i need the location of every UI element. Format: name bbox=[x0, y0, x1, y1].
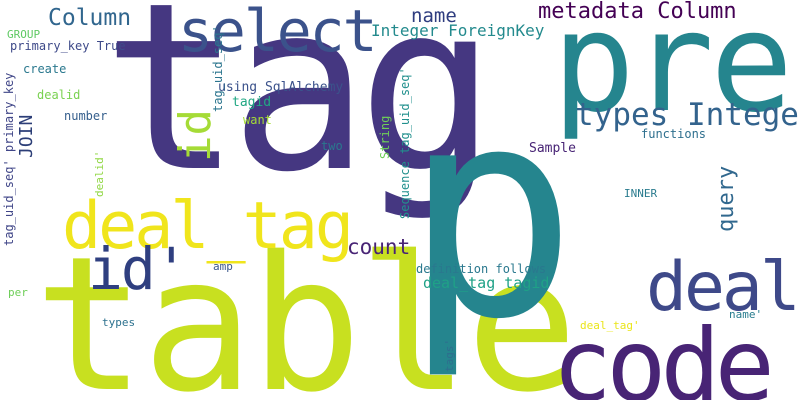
word-string: String bbox=[378, 115, 392, 159]
word-tags-quote: tags' bbox=[443, 338, 456, 372]
word-metadata-column: metadata Column bbox=[538, 0, 737, 24]
word-using-sqlalchemy: using SqlAlchemy bbox=[218, 80, 344, 95]
word-inner: INNER bbox=[624, 187, 658, 200]
word-primary-key-true: primary_key True bbox=[10, 39, 126, 53]
word-deal-tag-tagid: deal_tag tagid bbox=[423, 274, 550, 292]
word-deal-tag: deal_tag bbox=[62, 189, 354, 264]
word-id-quote: id' bbox=[88, 235, 189, 303]
word-tag-uid-seq-primary-key: tag_uid_seq' primary_key bbox=[2, 72, 16, 246]
word-definition-follows: definition follows bbox=[416, 262, 547, 276]
word-p: p bbox=[403, 46, 578, 383]
word-join: JOIN bbox=[16, 114, 37, 158]
word-want: want bbox=[243, 113, 272, 127]
word-sequence-tag-uid-seq: Sequence tag_uid_seq' bbox=[398, 67, 412, 219]
word-number: number bbox=[64, 109, 108, 123]
word-code: code bbox=[552, 307, 775, 400]
word-create: create bbox=[23, 62, 67, 76]
word-deal: deal bbox=[646, 248, 800, 327]
word-query: query bbox=[714, 165, 739, 232]
word-functions: functions bbox=[641, 127, 707, 141]
word-per: per bbox=[8, 286, 28, 299]
word-name-quote: name' bbox=[729, 308, 763, 321]
word-id: id bbox=[170, 109, 221, 162]
word-amp: amp bbox=[213, 260, 233, 273]
word-group: GROUP bbox=[7, 28, 41, 41]
word-deal-tag-quote: deal_tag' bbox=[580, 319, 640, 332]
word-pre: pre bbox=[552, 0, 793, 143]
word-sample: Sample bbox=[529, 141, 576, 156]
word-types: types bbox=[102, 316, 136, 329]
word-two: two bbox=[321, 139, 343, 153]
word-integer-foreignkey: Integer ForeignKey bbox=[371, 21, 545, 40]
word-types-integer: types Integer bbox=[575, 97, 800, 133]
word-dealid: dealid bbox=[37, 88, 81, 102]
word-name: name bbox=[411, 5, 457, 27]
word-tagid: tagid bbox=[232, 95, 272, 110]
word-tag-uid-seq: tag_uid_seq' bbox=[211, 25, 225, 112]
word-column: Column bbox=[48, 5, 132, 31]
word-dealid-quote: dealid' bbox=[93, 150, 106, 197]
word-table: table bbox=[34, 216, 578, 400]
word-tag: tag bbox=[102, 0, 497, 223]
word-count: count bbox=[347, 235, 411, 259]
word-select: select bbox=[178, 0, 378, 65]
